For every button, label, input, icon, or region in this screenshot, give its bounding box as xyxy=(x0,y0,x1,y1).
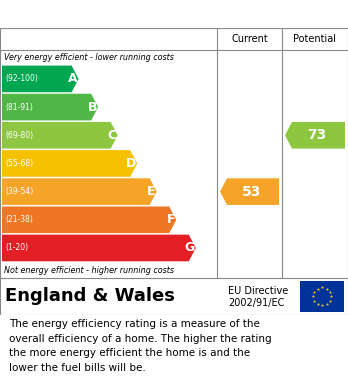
Text: E: E xyxy=(147,185,156,198)
Text: The energy efficiency rating is a measure of the
overall efficiency of a home. T: The energy efficiency rating is a measur… xyxy=(9,319,271,373)
Text: 2002/91/EC: 2002/91/EC xyxy=(228,298,284,308)
Polygon shape xyxy=(2,178,157,205)
Text: Energy Efficiency Rating: Energy Efficiency Rating xyxy=(9,7,230,22)
Text: (69-80): (69-80) xyxy=(5,131,33,140)
Polygon shape xyxy=(2,94,98,120)
Text: (92-100): (92-100) xyxy=(5,74,38,83)
Polygon shape xyxy=(2,235,196,261)
Text: Current: Current xyxy=(231,34,268,44)
Text: 53: 53 xyxy=(242,185,261,199)
Text: (21-38): (21-38) xyxy=(5,215,33,224)
Text: (55-68): (55-68) xyxy=(5,159,33,168)
Text: (39-54): (39-54) xyxy=(5,187,33,196)
Text: 73: 73 xyxy=(307,128,327,142)
Text: A: A xyxy=(68,72,78,85)
Polygon shape xyxy=(2,66,79,92)
Polygon shape xyxy=(220,178,279,205)
Text: B: B xyxy=(88,100,97,114)
Text: England & Wales: England & Wales xyxy=(5,287,175,305)
Text: Very energy efficient - lower running costs: Very energy efficient - lower running co… xyxy=(4,54,174,63)
Polygon shape xyxy=(2,206,176,233)
Polygon shape xyxy=(285,122,345,149)
Text: D: D xyxy=(126,157,136,170)
Polygon shape xyxy=(2,122,118,149)
Text: Potential: Potential xyxy=(293,34,337,44)
Text: G: G xyxy=(184,242,195,255)
Text: C: C xyxy=(108,129,117,142)
Text: Not energy efficient - higher running costs: Not energy efficient - higher running co… xyxy=(4,266,174,275)
Text: (81-91): (81-91) xyxy=(5,102,33,111)
Text: (1-20): (1-20) xyxy=(5,244,28,253)
Text: F: F xyxy=(167,213,175,226)
Text: EU Directive: EU Directive xyxy=(228,286,288,296)
Polygon shape xyxy=(2,150,137,177)
Bar xyxy=(300,281,344,312)
